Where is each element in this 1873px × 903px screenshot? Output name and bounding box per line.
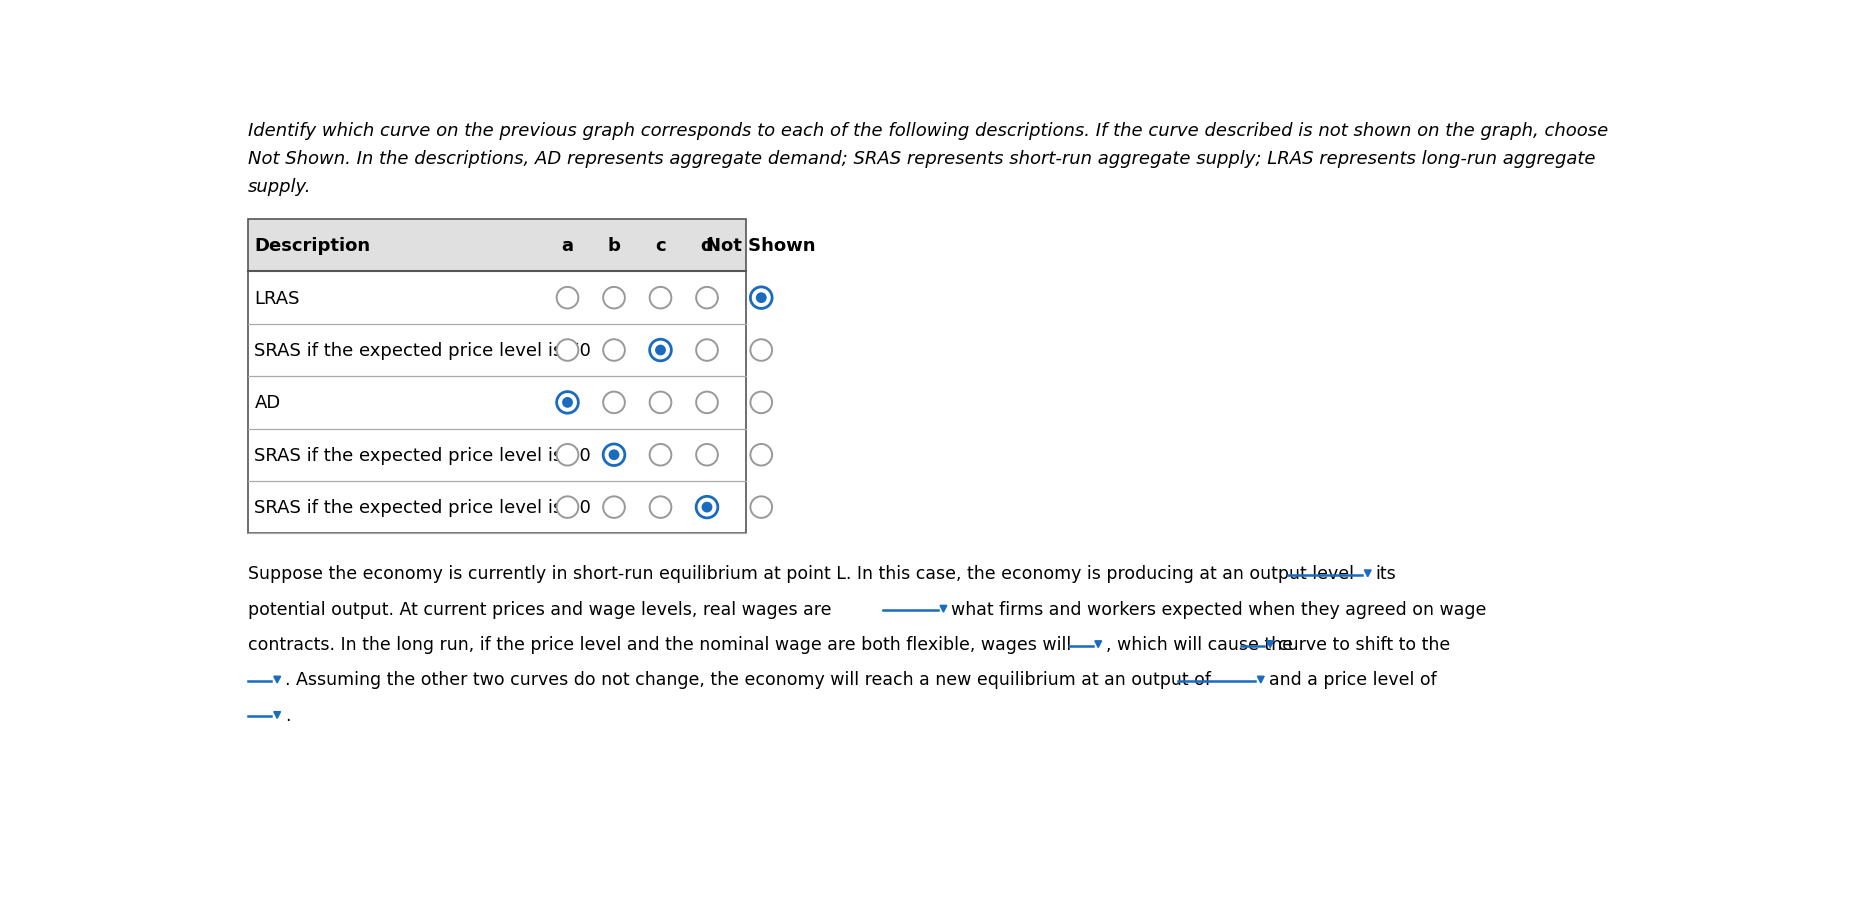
- Text: d: d: [701, 237, 714, 255]
- Ellipse shape: [749, 340, 772, 361]
- Text: Suppose the economy is currently in short-run equilibrium at point L. In this ca: Suppose the economy is currently in shor…: [247, 564, 1354, 582]
- Ellipse shape: [695, 287, 717, 309]
- Text: c: c: [656, 237, 665, 255]
- Polygon shape: [273, 712, 281, 719]
- Ellipse shape: [749, 444, 772, 466]
- Bar: [247, 220, 745, 272]
- Text: Description: Description: [255, 237, 371, 255]
- Text: contracts. In the long run, if the price level and the nominal wage are both fle: contracts. In the long run, if the price…: [247, 635, 1071, 653]
- Polygon shape: [1364, 571, 1371, 577]
- Ellipse shape: [562, 397, 573, 408]
- Text: , which will cause the: , which will cause the: [1105, 635, 1292, 653]
- Text: its: its: [1375, 564, 1395, 582]
- Ellipse shape: [556, 392, 579, 414]
- Text: .: .: [285, 706, 290, 724]
- Ellipse shape: [695, 444, 717, 466]
- Text: curve to shift to the: curve to shift to the: [1277, 635, 1450, 653]
- Ellipse shape: [695, 497, 717, 518]
- Ellipse shape: [650, 392, 671, 414]
- Text: SRAS if the expected price level is 70: SRAS if the expected price level is 70: [255, 341, 592, 359]
- Bar: [247, 220, 745, 534]
- Text: what firms and workers expected when they agreed on wage: what firms and workers expected when the…: [951, 600, 1485, 618]
- Text: supply.: supply.: [247, 178, 311, 196]
- Ellipse shape: [603, 444, 624, 466]
- Ellipse shape: [749, 287, 772, 309]
- Text: AD: AD: [255, 394, 281, 412]
- Text: a: a: [562, 237, 573, 255]
- Ellipse shape: [701, 502, 712, 513]
- Ellipse shape: [650, 340, 671, 361]
- Ellipse shape: [556, 287, 579, 309]
- Text: b: b: [607, 237, 620, 255]
- Ellipse shape: [695, 392, 717, 414]
- Ellipse shape: [556, 340, 579, 361]
- Ellipse shape: [603, 287, 624, 309]
- Text: LRAS: LRAS: [255, 289, 300, 307]
- Text: SRAS if the expected price level is 50: SRAS if the expected price level is 50: [255, 498, 592, 517]
- Ellipse shape: [650, 444, 671, 466]
- Text: potential output. At current prices and wage levels, real wages are: potential output. At current prices and …: [247, 600, 832, 618]
- Text: SRAS if the expected price level is 60: SRAS if the expected price level is 60: [255, 446, 590, 464]
- Ellipse shape: [656, 345, 665, 356]
- Ellipse shape: [603, 392, 624, 414]
- Ellipse shape: [609, 450, 620, 461]
- Text: Identify which curve on the previous graph corresponds to each of the following : Identify which curve on the previous gra…: [247, 122, 1607, 140]
- Ellipse shape: [749, 497, 772, 518]
- Text: Not Shown: Not Shown: [706, 237, 815, 255]
- Ellipse shape: [755, 293, 766, 303]
- Ellipse shape: [749, 392, 772, 414]
- Polygon shape: [1266, 641, 1274, 647]
- Polygon shape: [1094, 641, 1101, 647]
- Text: and a price level of: and a price level of: [1268, 671, 1437, 689]
- Polygon shape: [940, 606, 946, 612]
- Ellipse shape: [556, 497, 579, 518]
- Polygon shape: [1257, 676, 1264, 684]
- Ellipse shape: [695, 340, 717, 361]
- Ellipse shape: [603, 340, 624, 361]
- Polygon shape: [273, 676, 281, 684]
- Ellipse shape: [556, 444, 579, 466]
- Ellipse shape: [650, 497, 671, 518]
- Ellipse shape: [650, 287, 671, 309]
- Text: Not Shown. In the descriptions, AD represents aggregate demand; SRAS represents : Not Shown. In the descriptions, AD repre…: [247, 150, 1594, 168]
- Ellipse shape: [603, 497, 624, 518]
- Text: . Assuming the other two curves do not change, the economy will reach a new equi: . Assuming the other two curves do not c…: [285, 671, 1210, 689]
